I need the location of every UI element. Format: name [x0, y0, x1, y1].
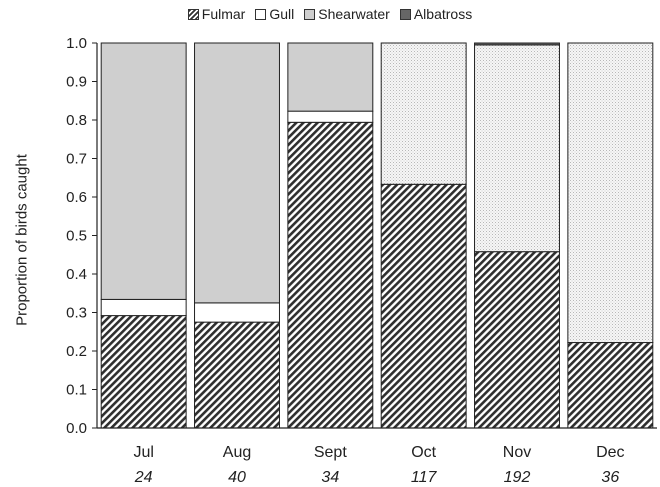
fulmar-swatch-icon: [187, 8, 199, 20]
sample-size-label-nov: 192: [504, 469, 531, 486]
bar-shearwater-sept: [287, 42, 374, 112]
legend-item-fulmar: Fulmar: [187, 6, 246, 22]
bar-shearwater-oct: [380, 42, 467, 185]
bar-fulmar-oct: [380, 183, 467, 429]
x-tick-label-nov: Nov: [503, 444, 531, 461]
y-tick-label: 0.7: [66, 151, 87, 168]
y-tick-label: 0.8: [66, 112, 87, 129]
bar-gull-aug: [194, 302, 280, 323]
y-tick-label: 0.4: [66, 266, 87, 283]
albatross-swatch-icon: [399, 8, 411, 20]
bar-fulmar-sept: [287, 121, 374, 429]
x-tick-label-sept: Sept: [314, 444, 347, 461]
y-tick-label: 0.1: [66, 382, 87, 399]
bar-shearwater-aug: [194, 42, 280, 304]
bar-fulmar-nov: [474, 251, 560, 429]
sample-size-label-oct: 117: [411, 469, 438, 486]
bar-shearwater-dec: [567, 42, 654, 344]
y-tick-label: 0.0: [66, 420, 87, 437]
bar-shearwater-nov: [474, 44, 560, 253]
sample-size-label-sept: 34: [321, 469, 339, 486]
x-tick-label-oct: Oct: [411, 444, 436, 461]
bar-fulmar-jul: [100, 315, 187, 429]
x-tick-label-jul: Jul: [133, 444, 153, 461]
bar-albatross-nov: [474, 42, 560, 46]
legend-item-gull: Gull: [255, 6, 294, 22]
legend-item-shearwater: Shearwater: [304, 6, 390, 22]
y-tick-label: 0.2: [66, 343, 87, 360]
sample-size-label-jul: 24: [134, 469, 153, 486]
gull-swatch-icon: [255, 8, 267, 20]
legend-label-shearwater: Shearwater: [318, 6, 390, 22]
y-tick-label: 0.3: [66, 305, 87, 322]
bar-gull-jul: [100, 298, 187, 317]
y-tick-label: 1.0: [66, 35, 87, 52]
y-tick-label: 0.9: [66, 74, 87, 91]
legend-label-gull: Gull: [269, 6, 295, 22]
bar-fulmar-aug: [194, 321, 280, 429]
axes-layer: Jul 24 Aug 40 Sept 34 Oct 117 Nov 192 Dec 36 0.0 0.1 0…: [66, 35, 657, 486]
bars-layer: [100, 42, 654, 429]
bar-gull-sept: [287, 110, 374, 123]
bar-fulmar-dec: [567, 342, 654, 429]
x-tick-label-aug: Aug: [223, 444, 251, 461]
sample-size-label-aug: 40: [228, 469, 246, 486]
bar-shearwater-jul: [100, 42, 187, 300]
y-tick-label: 0.5: [66, 228, 87, 245]
sample-size-label-dec: 36: [601, 469, 619, 486]
x-tick-label-dec: Dec: [596, 444, 624, 461]
legend-label-fulmar: Fulmar: [201, 6, 246, 22]
legend: Fulmar Gull Shearwater Albatross: [0, 6, 660, 22]
shearwater-swatch-icon: [304, 8, 316, 20]
y-tick-label: 0.6: [66, 189, 87, 206]
legend-item-albatross: Albatross: [399, 6, 473, 22]
legend-label-albatross: Albatross: [413, 6, 473, 22]
